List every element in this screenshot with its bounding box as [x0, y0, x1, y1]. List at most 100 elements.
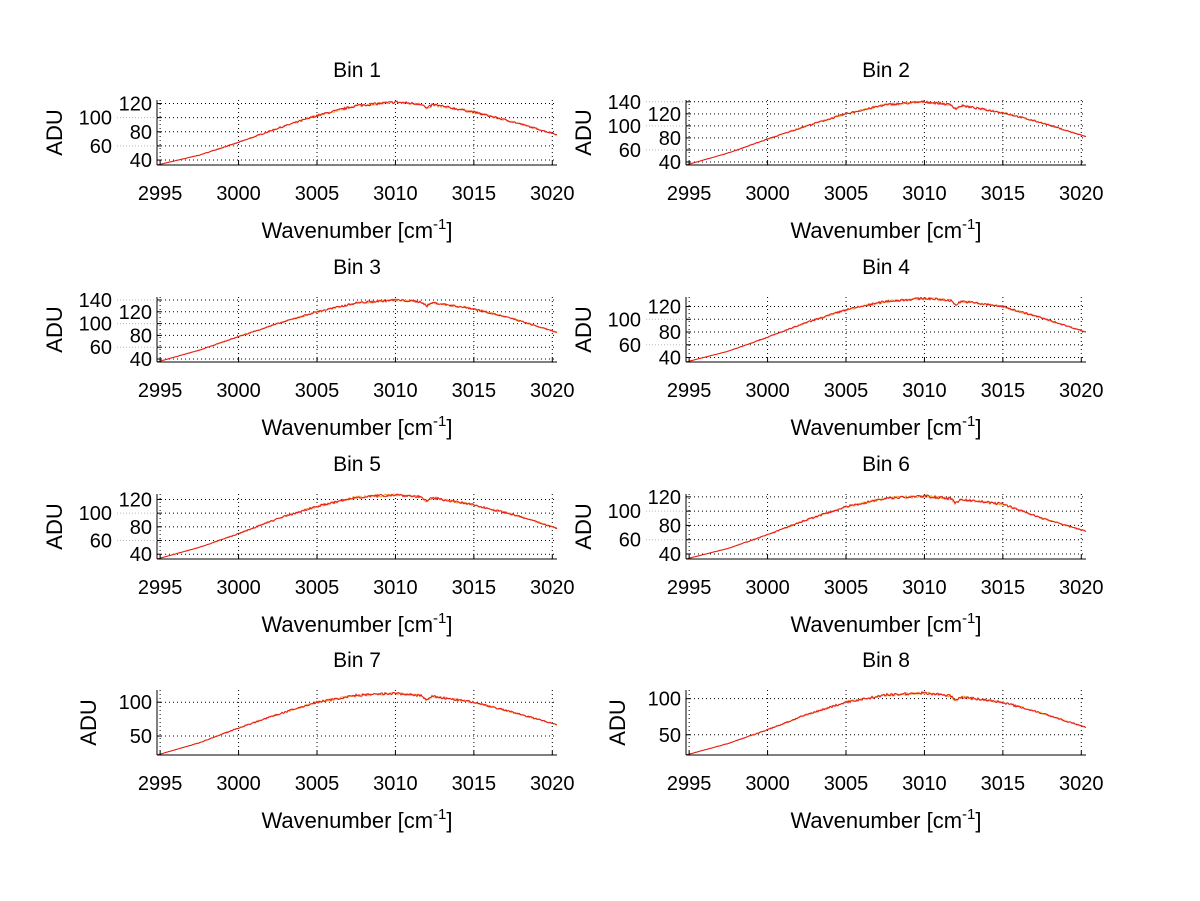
x-axis-label-end: ]	[446, 218, 452, 243]
x-tick-label: 3005	[824, 183, 869, 205]
x-axis-label: Wavenumber [cm-1]	[261, 216, 452, 243]
x-axis-label-superscript: -1	[962, 413, 975, 430]
y-axis-label: ADU	[42, 306, 67, 352]
y-tick-label: 100	[79, 108, 112, 130]
x-tick-label: 3000	[216, 773, 261, 795]
subplot-bin-4: 2995 3000 3005 3010 3015 3020 40 60 80 100 120 Bin …	[571, 256, 1104, 440]
y-axis-label: ADU	[571, 503, 596, 549]
x-tick-label: 2995	[667, 773, 712, 795]
x-tick-label: 3000	[745, 773, 790, 795]
x-tick-label: 2995	[667, 183, 712, 205]
x-tick-label: 3015	[981, 183, 1026, 205]
x-tick-label: 3015	[981, 380, 1026, 402]
y-tick-label: 120	[648, 104, 681, 126]
x-tick-label: 3000	[216, 380, 261, 402]
x-tick-label: 3010	[902, 773, 947, 795]
x-axis-label-text: Wavenumber [cm	[261, 218, 433, 243]
x-axis-label: Wavenumber [cm-1]	[790, 216, 981, 243]
y-tick-label: 100	[608, 501, 641, 523]
y-tick-label: 40	[130, 544, 152, 566]
y-axis-label: ADU	[76, 699, 101, 745]
y-tick-label: 120	[648, 297, 681, 319]
x-axis-label-end: ]	[975, 218, 981, 243]
y-axis-label: ADU	[571, 109, 596, 155]
x-tick-label: 3005	[295, 773, 340, 795]
y-tick-label: 60	[619, 140, 641, 162]
x-tick-label: 3005	[824, 577, 869, 599]
y-tick-label: 80	[659, 128, 681, 150]
x-axis-label-end: ]	[975, 808, 981, 833]
x-tick-label: 3020	[1059, 773, 1104, 795]
subplot-title: Bin 2	[862, 59, 910, 82]
x-tick-label: 3010	[373, 380, 418, 402]
x-axis-label-end: ]	[446, 612, 452, 637]
x-tick-label: 3015	[452, 380, 497, 402]
x-tick-label: 3005	[824, 380, 869, 402]
x-tick-label: 3005	[824, 773, 869, 795]
x-axis-label-end: ]	[446, 808, 452, 833]
subplot-title: Bin 8	[862, 649, 910, 672]
plot-area	[686, 494, 1086, 559]
y-tick-label: 80	[659, 515, 681, 537]
x-tick-label: 3005	[295, 577, 340, 599]
x-axis-label-text: Wavenumber [cm	[790, 808, 962, 833]
y-tick-label: 100	[79, 314, 112, 336]
x-tick-label: 3010	[902, 577, 947, 599]
y-tick-label: 80	[130, 325, 152, 347]
x-tick-label: 3020	[530, 577, 575, 599]
y-tick-label: 40	[659, 152, 681, 174]
series-line	[156, 691, 558, 756]
subplot-bin-1: 2995 3000 3005 3010 3015 3020 40 60 80 100 120 Bin …	[42, 59, 575, 243]
y-tick-label: 100	[79, 503, 112, 525]
y-tick-label: 40	[659, 544, 681, 566]
x-tick-label: 2995	[667, 577, 712, 599]
series-line	[156, 100, 558, 166]
x-tick-label: 3020	[530, 773, 575, 795]
plot-area	[157, 297, 557, 362]
x-axis-label-superscript: -1	[962, 216, 975, 233]
x-axis-label-text: Wavenumber [cm	[261, 612, 433, 637]
x-tick-label: 3005	[295, 380, 340, 402]
y-axis-label: ADU	[42, 109, 67, 155]
y-axis-label: ADU	[605, 699, 630, 745]
x-tick-label: 3015	[981, 577, 1026, 599]
y-axis-label: ADU	[571, 306, 596, 352]
subplot-title: Bin 7	[333, 649, 381, 672]
x-tick-label: 3000	[745, 577, 790, 599]
y-tick-label: 100	[608, 116, 641, 138]
x-tick-label: 3005	[295, 183, 340, 205]
series-line	[685, 690, 1087, 756]
y-tick-label: 40	[130, 150, 152, 172]
subplot-bin-7: 2995 3000 3005 3010 3015 3020 50 100 Bin 7 ADU Wav…	[76, 649, 575, 833]
x-tick-label: 3000	[745, 183, 790, 205]
y-axis-label: ADU	[42, 503, 67, 549]
x-tick-label: 3015	[452, 183, 497, 205]
x-tick-label: 3010	[373, 773, 418, 795]
y-tick-label: 120	[119, 489, 152, 511]
x-axis-label-text: Wavenumber [cm	[261, 808, 433, 833]
x-tick-label: 3020	[530, 380, 575, 402]
x-axis-label-end: ]	[975, 415, 981, 440]
subplot-title: Bin 5	[333, 453, 381, 476]
x-tick-label: 3020	[1059, 183, 1104, 205]
x-axis-label-end: ]	[446, 415, 452, 440]
y-tick-label: 80	[130, 517, 152, 539]
y-tick-label: 100	[608, 309, 641, 331]
x-tick-label: 3010	[373, 183, 418, 205]
x-axis-label: Wavenumber [cm-1]	[261, 413, 452, 440]
x-tick-label: 3015	[981, 773, 1026, 795]
subplot-title: Bin 4	[862, 256, 910, 279]
series-line	[156, 493, 558, 560]
subplot-title: Bin 6	[862, 453, 910, 476]
y-tick-label: 60	[90, 136, 112, 158]
x-axis-label-text: Wavenumber [cm	[790, 218, 962, 243]
x-tick-label: 2995	[667, 380, 712, 402]
x-axis-label-text: Wavenumber [cm	[261, 415, 433, 440]
x-tick-label: 2995	[138, 577, 183, 599]
y-tick-label: 60	[90, 337, 112, 359]
x-axis-label-superscript: -1	[433, 216, 446, 233]
x-tick-label: 3015	[452, 773, 497, 795]
x-axis-label-superscript: -1	[433, 806, 446, 823]
plot-area	[157, 690, 557, 755]
